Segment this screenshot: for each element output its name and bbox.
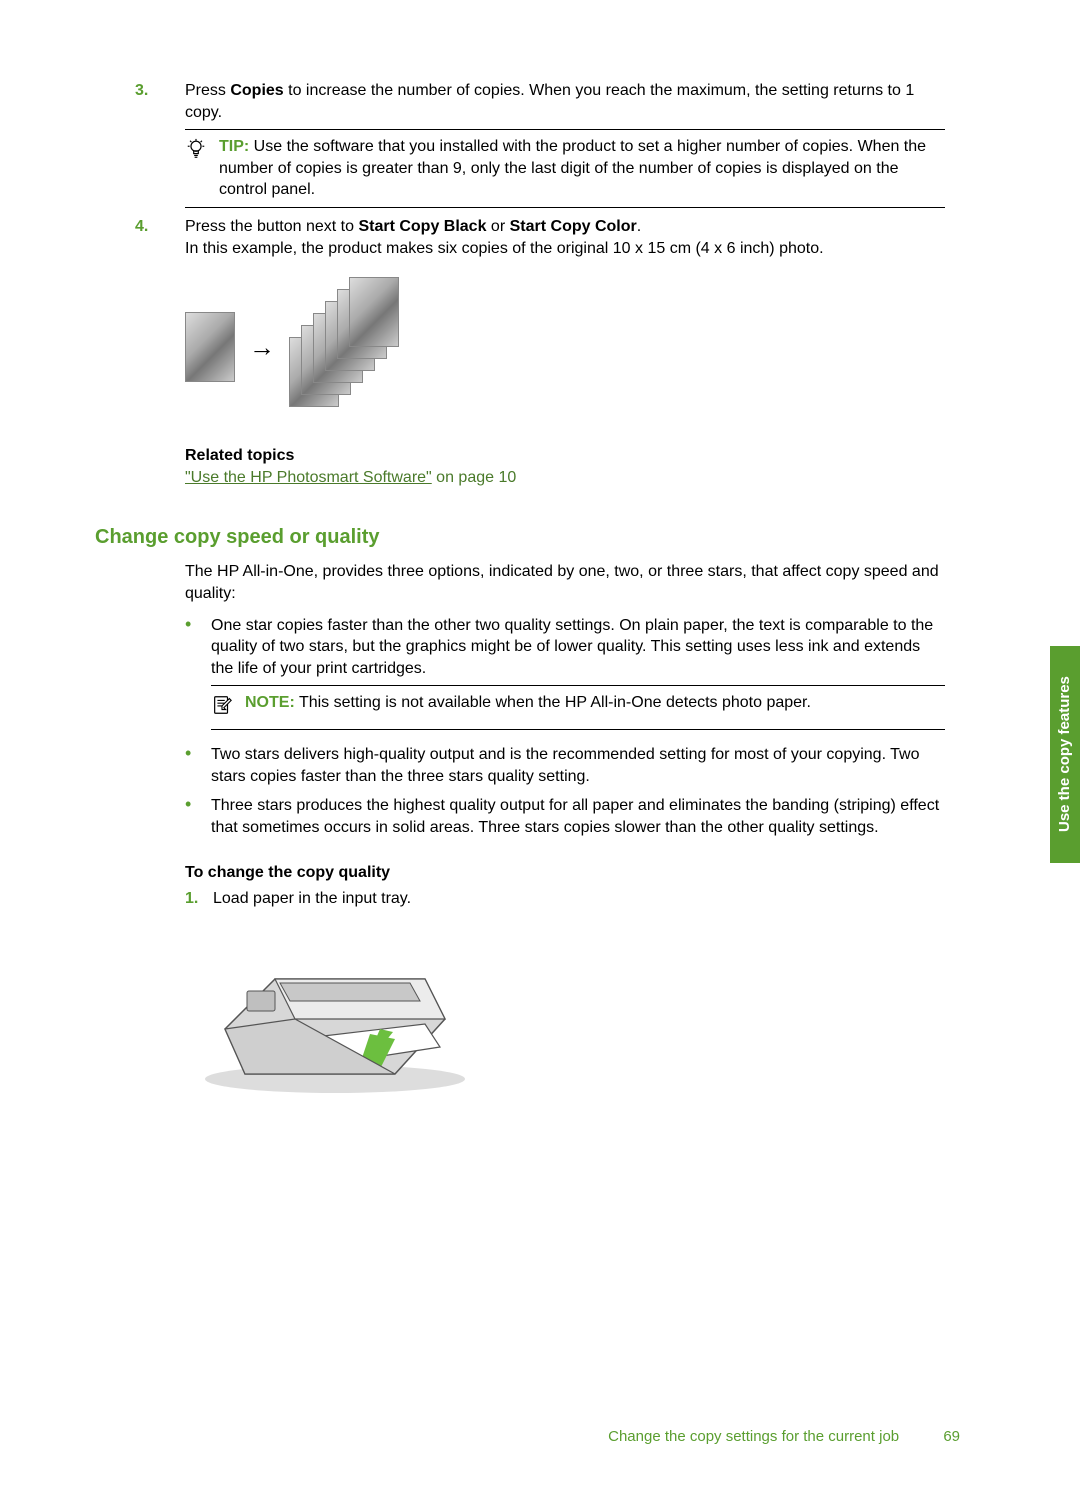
- note-body: This setting is not available when the H…: [299, 694, 811, 711]
- step-number: 4.: [135, 216, 185, 259]
- text: Three stars produces the highest quality…: [211, 795, 945, 838]
- text: Load paper in the input tray.: [213, 888, 945, 910]
- photo-original: [185, 312, 235, 382]
- divider: [211, 685, 945, 686]
- step-body: Press Copies to increase the number of c…: [185, 80, 945, 123]
- printer-illustration: [185, 919, 945, 1106]
- list-item: • Two stars delivers high-quality output…: [185, 744, 945, 787]
- related-topics-link-row: "Use the HP Photosmart Software" on page…: [185, 467, 945, 489]
- procedure-step-1: 1. Load paper in the input tray.: [185, 888, 945, 910]
- copies-illustration: →: [185, 277, 945, 417]
- note-text: NOTE: This setting is not available when…: [245, 692, 811, 723]
- text: to increase the number of copies. When y…: [185, 82, 914, 121]
- section-tab: Use the copy features: [1050, 646, 1080, 863]
- list-item-body: One star copies faster than the other tw…: [211, 615, 945, 736]
- note-block: NOTE: This setting is not available when…: [211, 692, 945, 723]
- tip-block: TIP: Use the software that you installed…: [185, 136, 945, 201]
- note-icon: [211, 692, 235, 723]
- text: One star copies faster than the other tw…: [211, 615, 945, 680]
- lightbulb-icon: [185, 136, 209, 201]
- section-heading: Change copy speed or quality: [95, 524, 945, 551]
- page-number: 69: [943, 1428, 960, 1445]
- tip-label: TIP:: [219, 138, 249, 155]
- note-label: NOTE:: [245, 694, 295, 711]
- section-intro: The HP All-in-One, provides three option…: [185, 561, 945, 604]
- page-footer: Change the copy settings for the current…: [608, 1427, 960, 1447]
- tip-container: TIP: Use the software that you installed…: [185, 129, 945, 208]
- photo-copy: [349, 277, 399, 347]
- bullet-icon: •: [185, 615, 211, 736]
- bullet-icon: •: [185, 744, 211, 787]
- ui-term: Copies: [230, 82, 283, 99]
- related-link-tail: on page 10: [432, 469, 517, 486]
- tip-text: TIP: Use the software that you installed…: [219, 136, 945, 201]
- photo-stack: [289, 277, 409, 417]
- text: Two stars delivers high-quality output a…: [211, 744, 945, 787]
- footer-text: Change the copy settings for the current…: [608, 1428, 899, 1445]
- list-item: • One star copies faster than the other …: [185, 615, 945, 736]
- related-link[interactable]: "Use the HP Photosmart Software": [185, 469, 432, 486]
- step-number: 3.: [135, 80, 185, 123]
- ui-term: Start Copy Black: [358, 218, 486, 235]
- quality-bullet-list: • One star copies faster than the other …: [185, 615, 945, 839]
- divider: [185, 207, 945, 208]
- text: Press the button next to: [185, 218, 358, 235]
- divider: [185, 129, 945, 130]
- step-body: Press the button next to Start Copy Blac…: [185, 216, 945, 259]
- divider: [211, 729, 945, 730]
- step-number: 1.: [185, 888, 213, 910]
- step-4: 4. Press the button next to Start Copy B…: [135, 216, 945, 259]
- step-3: 3. Press Copies to increase the number o…: [135, 80, 945, 123]
- related-topics-heading: Related topics: [185, 445, 945, 467]
- ui-term: Start Copy Color: [510, 218, 637, 235]
- procedure-heading: To change the copy quality: [185, 862, 945, 884]
- tip-body: Use the software that you installed with…: [219, 138, 926, 198]
- list-item: • Three stars produces the highest quali…: [185, 795, 945, 838]
- arrow-icon: →: [249, 330, 275, 365]
- text: Press: [185, 82, 230, 99]
- text: or: [486, 218, 509, 235]
- text: .: [637, 218, 641, 235]
- bullet-icon: •: [185, 795, 211, 838]
- text: In this example, the product makes six c…: [185, 238, 945, 260]
